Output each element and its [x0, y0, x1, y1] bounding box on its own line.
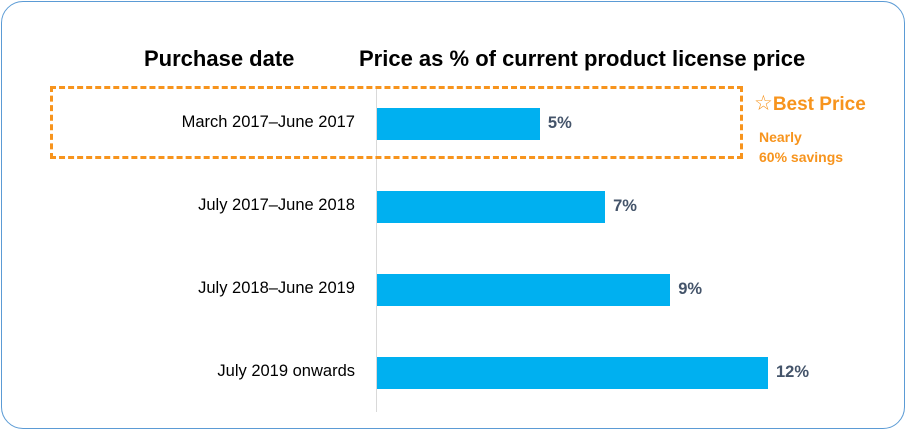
savings-note-line-2: 60% savings: [759, 149, 844, 165]
value-label: 12%: [776, 363, 810, 381]
value-label: 5%: [547, 114, 572, 132]
bar: [377, 274, 671, 306]
savings-note: Nearly 60% savings: [759, 127, 843, 167]
best-price-highlight-box: [50, 86, 743, 159]
category-label: July 2019 onwards: [217, 362, 355, 380]
best-price-label: Best Price: [772, 94, 866, 115]
bar: [377, 357, 768, 389]
category-label: July 2018–June 2019: [198, 279, 355, 297]
bar: [377, 191, 606, 223]
best-price-badge: ☆Best Price: [754, 91, 866, 116]
value-label: 7%: [613, 197, 637, 215]
category-axis-line: [376, 86, 377, 412]
category-label: July 2017–June 2018: [198, 196, 355, 214]
category-label: March 2017–June 2017: [181, 113, 355, 131]
star-outline-icon: ☆: [754, 92, 773, 115]
value-header: Price as % of current product license pr…: [359, 46, 806, 71]
category-header: Purchase date: [144, 46, 295, 71]
savings-note-line-1: Nearly: [759, 129, 802, 145]
bar: [377, 108, 540, 140]
value-label: 9%: [678, 280, 703, 298]
